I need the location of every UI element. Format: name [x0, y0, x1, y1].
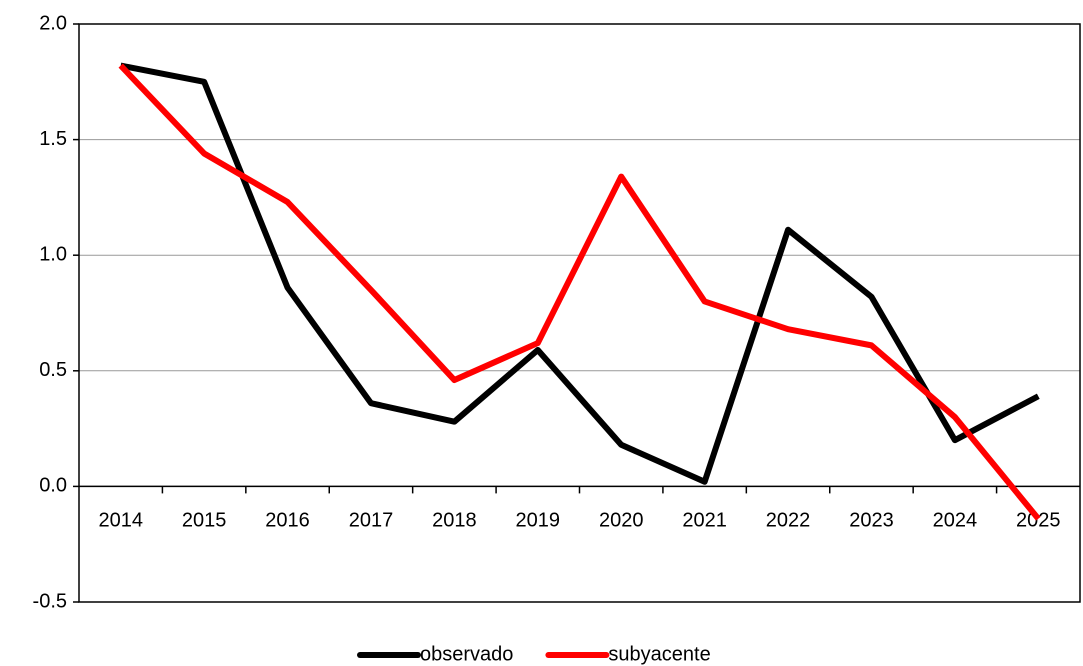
y-tick-label: 1.0 — [39, 243, 67, 265]
x-tick-label: 2014 — [98, 510, 143, 532]
y-tick-label: 0.0 — [39, 475, 67, 497]
y-tick-label: 0.5 — [39, 359, 67, 381]
x-tick-label: 2025 — [1016, 510, 1061, 532]
y-tick-label: 2.0 — [39, 12, 67, 34]
x-tick-label: 2017 — [349, 510, 394, 532]
x-tick-label: 2023 — [849, 510, 894, 532]
x-tick-label: 2018 — [432, 510, 477, 532]
x-tick-label: 2022 — [766, 510, 811, 532]
x-tick-label: 2020 — [599, 510, 644, 532]
plot-frame — [78, 23, 1081, 603]
y-tick-label: -0.5 — [33, 590, 67, 612]
x-tick-label: 2016 — [265, 510, 310, 532]
y-tick-label: 1.5 — [39, 128, 67, 150]
series-line — [118, 63, 1041, 521]
x-tick-label: 2024 — [933, 510, 978, 532]
legend-label: observado — [420, 643, 513, 665]
x-tick-label: 2019 — [516, 510, 561, 532]
x-tick-label: 2015 — [182, 510, 227, 532]
series-line — [120, 62, 1040, 485]
x-tick-label: 2021 — [682, 510, 727, 532]
legend-label: subyacente — [608, 643, 710, 665]
